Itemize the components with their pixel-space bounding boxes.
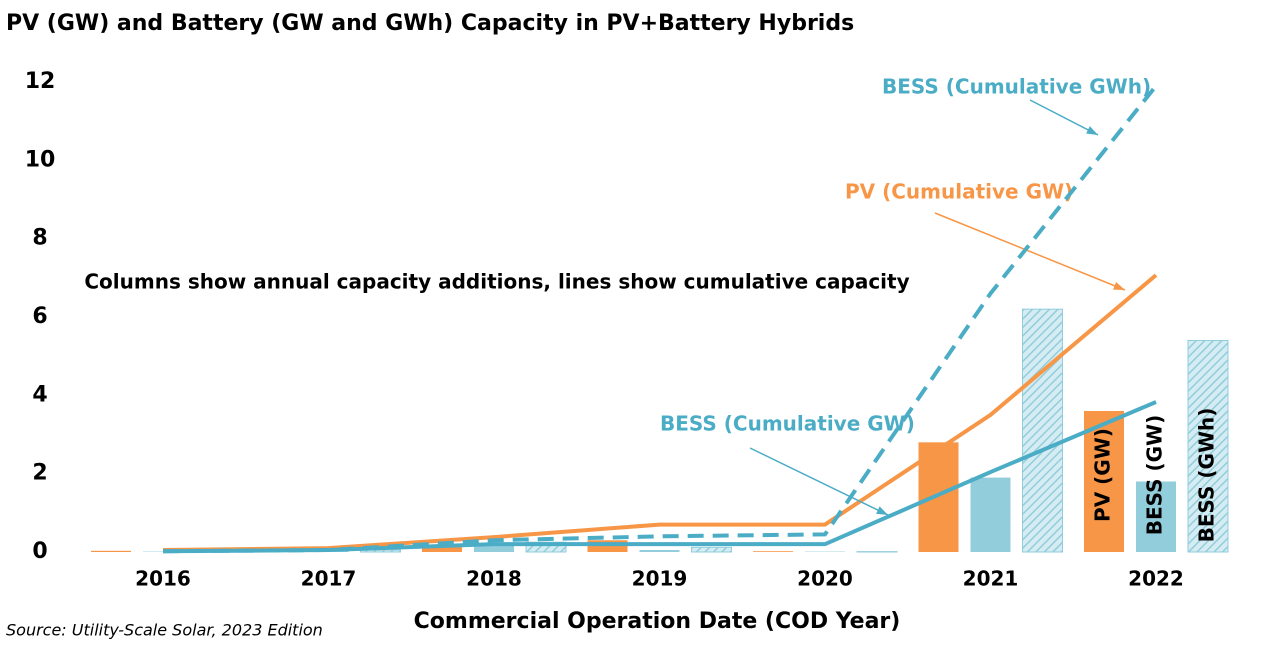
bar [422,546,462,552]
x-tick-label: 2018 [466,567,522,591]
line-label: BESS (Cumulative GWh) [882,75,1151,99]
line-label: PV (Cumulative GW) [845,180,1073,204]
line [162,84,1158,554]
bar [970,477,1011,552]
source: Source: Utility-Scale Solar, 2023 Editio… [6,621,323,640]
y-tick-label: 0 [32,539,47,564]
bar [639,550,680,552]
y-tick-label: 4 [32,382,47,407]
bar [753,551,793,552]
arrow-head [1086,126,1098,135]
legend-label: BESS (GW) [1143,415,1167,536]
x-tick-label: 2017 [301,567,357,591]
note: Columns show annual capacity additions, … [84,270,909,294]
bar [918,442,959,552]
bar [474,544,514,552]
arrow-head [1113,281,1125,290]
x-tick-label: 2019 [632,567,688,591]
legend-label: PV (GW) [1091,428,1115,522]
bar [1084,411,1124,552]
arrow-head [876,506,888,515]
x-axis-title: Commercial Operation Date (COD Year) [414,609,901,634]
y-tick-label: 2 [32,461,47,486]
x-tick-label: 2021 [963,567,1019,591]
chart-title: PV (GW) and Battery (GW and GWh) Capacit… [6,11,854,36]
bar [691,546,732,553]
bar [91,550,131,552]
bar [1136,481,1176,552]
arrow [1029,99,1099,136]
line-label: BESS (Cumulative GW) [660,412,915,436]
arrow [934,212,1126,291]
x-tick-label: 2022 [1128,567,1184,591]
y-tick-label: 10 [25,147,56,172]
legend-label: BESS (GWh) [1195,408,1219,543]
bar [1022,308,1063,553]
y-tick-label: 8 [32,226,47,251]
y-tick-label: 12 [25,69,56,94]
y-tick-label: 6 [32,304,47,329]
x-tick-label: 2020 [797,567,853,591]
arrow [749,447,889,516]
x-tick-label: 2016 [135,567,191,591]
bar [1187,340,1229,553]
